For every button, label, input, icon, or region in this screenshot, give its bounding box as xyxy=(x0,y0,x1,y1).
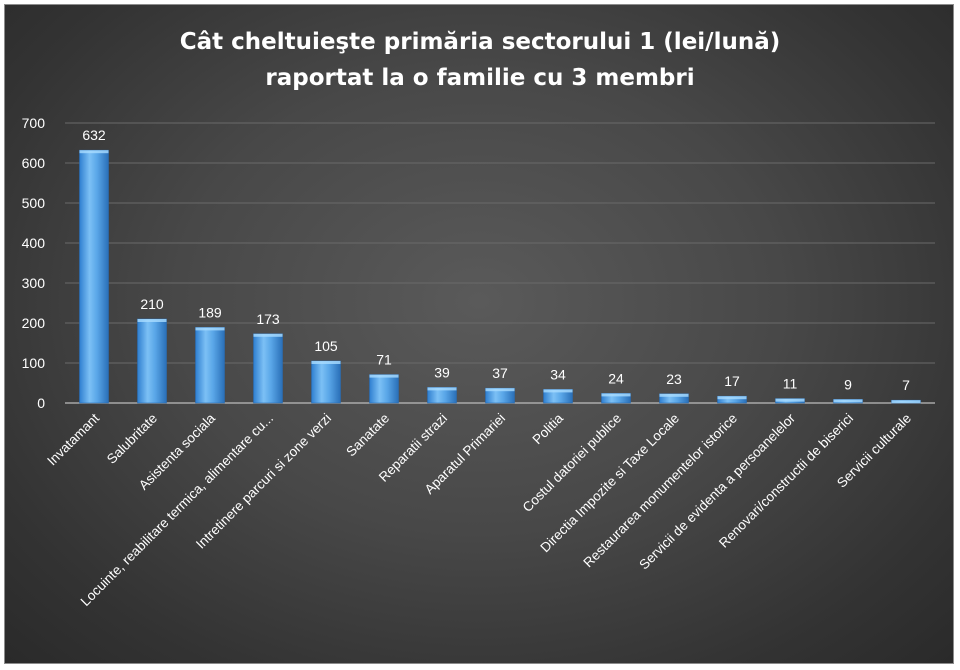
bar-top-highlight xyxy=(311,361,341,364)
data-label: 23 xyxy=(666,371,682,387)
bar-top-highlight xyxy=(485,388,515,392)
data-label: 632 xyxy=(82,127,106,143)
bar-top-highlight xyxy=(543,389,573,393)
bar xyxy=(195,327,225,404)
bar-top-highlight xyxy=(253,333,283,337)
x-tick-label: Costul datoriei publice xyxy=(520,411,625,516)
y-tick-label: 500 xyxy=(22,195,46,211)
x-tick-label: Salubritate xyxy=(104,411,160,467)
bar xyxy=(311,360,341,404)
bar xyxy=(253,333,283,404)
data-label: 11 xyxy=(783,376,798,392)
data-label: 34 xyxy=(550,366,566,382)
data-label: 9 xyxy=(844,376,852,392)
chart-title-line-1: Cât cheltuieşte primăria sectorului 1 (l… xyxy=(180,29,781,55)
data-label: 24 xyxy=(608,370,624,386)
bar-chart: Cât cheltuieşte primăria sectorului 1 (l… xyxy=(22,29,935,609)
x-tick-label: Sanatate xyxy=(343,411,392,460)
gridlines xyxy=(65,122,935,404)
x-tick-label: Invatamant xyxy=(44,410,102,468)
bar-top-highlight xyxy=(137,319,167,322)
bar-top-highlight xyxy=(601,393,631,397)
bar xyxy=(79,149,109,404)
data-label: 210 xyxy=(140,296,164,312)
bar-top-highlight xyxy=(891,400,921,403)
chart-title-line-2: raportat la o familie cu 3 membri xyxy=(265,65,694,91)
data-label: 17 xyxy=(724,373,740,389)
x-tick-label: Politia xyxy=(530,410,567,447)
bar xyxy=(137,318,167,404)
bar-top-highlight xyxy=(659,393,689,397)
y-tick-label: 300 xyxy=(22,275,46,291)
bar-top-highlight xyxy=(717,396,747,400)
bars xyxy=(79,149,921,404)
data-label: 105 xyxy=(314,338,338,354)
data-label: 37 xyxy=(492,365,508,381)
bar-top-highlight xyxy=(775,398,805,402)
y-tick-label: 400 xyxy=(22,235,46,251)
chart-title: Cât cheltuieşte primăria sectorului 1 (l… xyxy=(180,29,781,91)
data-label: 71 xyxy=(376,352,392,368)
bar-top-highlight xyxy=(427,387,457,391)
data-label: 7 xyxy=(902,377,910,393)
data-label: 39 xyxy=(434,364,450,380)
bar xyxy=(369,374,399,404)
bar-top-highlight xyxy=(833,399,863,403)
y-tick-label: 0 xyxy=(37,395,45,411)
data-labels: 632 210 189 173 105 71 39 37 34 24 23 17 11 9 7 xyxy=(82,127,910,393)
y-tick-label: 600 xyxy=(22,155,46,171)
bar-top-highlight xyxy=(195,327,225,331)
bar-top-highlight xyxy=(369,374,399,378)
data-label: 189 xyxy=(198,304,222,320)
chart-frame: Cât cheltuieşte primăria sectorului 1 (l… xyxy=(4,4,954,664)
y-axis-tick-labels: 0 100 200 300 400 500 600 700 xyxy=(22,115,46,411)
bar-top-highlight xyxy=(79,150,109,154)
y-tick-label: 200 xyxy=(22,315,46,331)
data-label: 173 xyxy=(256,311,280,327)
y-tick-label: 700 xyxy=(22,115,46,131)
y-tick-label: 100 xyxy=(22,355,46,371)
